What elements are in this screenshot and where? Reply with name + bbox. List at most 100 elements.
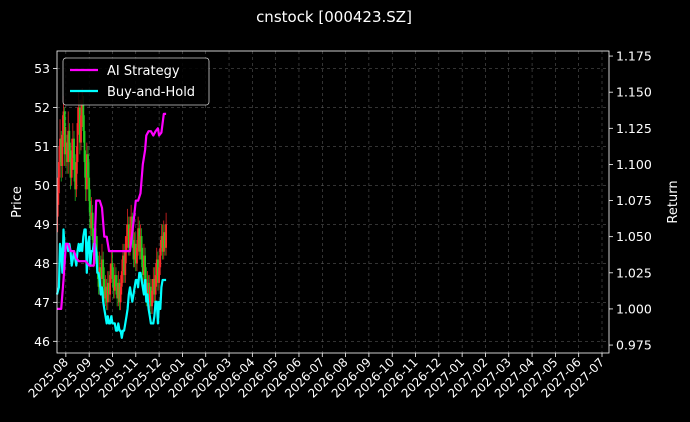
candle-body xyxy=(136,247,138,264)
candle-body xyxy=(103,278,106,299)
candle-body xyxy=(158,267,161,283)
candle-body xyxy=(73,138,75,170)
candle-body xyxy=(148,286,151,303)
candle-body xyxy=(129,228,131,248)
candle-body xyxy=(123,255,126,276)
candle-body xyxy=(127,224,130,248)
candle-body xyxy=(77,107,80,124)
candle-body xyxy=(80,115,82,143)
candle-body xyxy=(164,232,166,248)
grid xyxy=(57,51,609,353)
candle-body xyxy=(88,177,91,202)
y-tick-label-left: 51 xyxy=(34,139,50,154)
candle-body xyxy=(66,142,68,163)
candle-body xyxy=(117,282,120,299)
candle-body xyxy=(74,169,77,190)
candle-body xyxy=(60,138,63,166)
candle-body xyxy=(139,236,142,252)
candle-body xyxy=(83,130,86,163)
candle-body xyxy=(109,275,112,295)
y-axis-label-right: Return xyxy=(666,180,681,223)
candle-body xyxy=(104,286,107,299)
candle-body xyxy=(165,224,167,248)
candle-body xyxy=(154,275,157,295)
candle-body xyxy=(160,236,163,248)
candle-body xyxy=(141,259,144,276)
candle-body xyxy=(70,158,73,178)
y-ticks-left: 46 47 48 49 50 51 52 53 xyxy=(34,61,57,349)
candle-body xyxy=(68,130,71,151)
candle-body xyxy=(144,255,147,279)
candle-body xyxy=(138,228,141,252)
candle-body xyxy=(75,162,78,190)
candle-body xyxy=(108,282,110,295)
candle-body xyxy=(126,224,129,237)
candle-body xyxy=(115,275,117,287)
y-tick-label-left: 49 xyxy=(34,217,50,232)
candle-body xyxy=(69,150,72,178)
candle-body xyxy=(102,259,105,279)
y-tick-label-right: 0.975 xyxy=(616,338,652,353)
candle-body xyxy=(150,286,152,307)
candle-body xyxy=(153,278,156,295)
candle-body xyxy=(57,162,60,194)
candle-body xyxy=(56,193,59,217)
y-tick-label-left: 46 xyxy=(34,334,50,349)
candle-body xyxy=(81,103,84,116)
candle-body xyxy=(85,154,88,190)
candle-body xyxy=(101,259,103,279)
y-tick-label-right: 1.100 xyxy=(616,157,652,172)
candle-body xyxy=(62,111,65,135)
legend: AI Strategy Buy-and-Hold xyxy=(62,57,210,106)
candle-body xyxy=(130,216,133,229)
candle-body xyxy=(91,212,94,240)
candle-body xyxy=(78,107,81,143)
series-line-ai-strategy xyxy=(57,112,167,310)
candle-body xyxy=(119,286,122,303)
series-line-buy-and-hold xyxy=(55,228,167,339)
candle-body xyxy=(87,154,89,178)
candle-body xyxy=(112,278,115,291)
candle-body xyxy=(76,123,79,163)
legend-box xyxy=(62,57,210,106)
candle-body xyxy=(157,259,159,283)
y-tick-label-right: 1.150 xyxy=(616,85,652,100)
y-tick-label-right: 1.050 xyxy=(616,229,652,244)
y-tick-label-left: 50 xyxy=(34,178,50,193)
candle-body xyxy=(113,275,116,291)
candle-body xyxy=(140,236,143,260)
chart-title: cnstock [000423.SZ] xyxy=(256,8,412,26)
plot-frame xyxy=(56,50,610,354)
x-ticks: 2025-082025-092025-102025-112025-122026-… xyxy=(26,353,607,401)
y-tick-label-left: 53 xyxy=(34,61,50,76)
candle-body xyxy=(133,243,136,260)
candle-body xyxy=(122,255,124,272)
candle-body xyxy=(162,232,165,252)
candle-body xyxy=(84,162,87,190)
candle-body xyxy=(106,282,109,303)
candle-body xyxy=(152,278,155,291)
candle-body xyxy=(59,138,61,163)
legend-label-buy-and-hold: Buy-and-Hold xyxy=(107,85,195,100)
candle-body xyxy=(146,282,149,299)
y-tick-label-right: 1.175 xyxy=(616,49,652,64)
candle-body xyxy=(124,251,127,276)
candle-body xyxy=(71,138,74,159)
candle-body xyxy=(137,228,140,248)
candle-body xyxy=(118,282,121,303)
candle-body xyxy=(155,259,158,276)
y-tick-label-right: 1.125 xyxy=(616,121,652,136)
y-ticks-right: 0.975 1.000 1.025 1.050 1.075 1.100 1.125 1.150… xyxy=(609,49,652,353)
candle-body xyxy=(161,236,164,252)
candle-body xyxy=(110,263,113,276)
candle-body xyxy=(90,212,93,229)
candle-body xyxy=(82,103,85,131)
y-tick-label-right: 1.025 xyxy=(616,265,652,280)
y-tick-label-left: 48 xyxy=(34,256,50,271)
legend-label-ai-strategy: AI Strategy xyxy=(107,64,180,79)
candle-body xyxy=(89,201,92,229)
candle-body xyxy=(63,111,66,155)
candle-body xyxy=(111,263,114,279)
candle-body xyxy=(67,130,70,163)
